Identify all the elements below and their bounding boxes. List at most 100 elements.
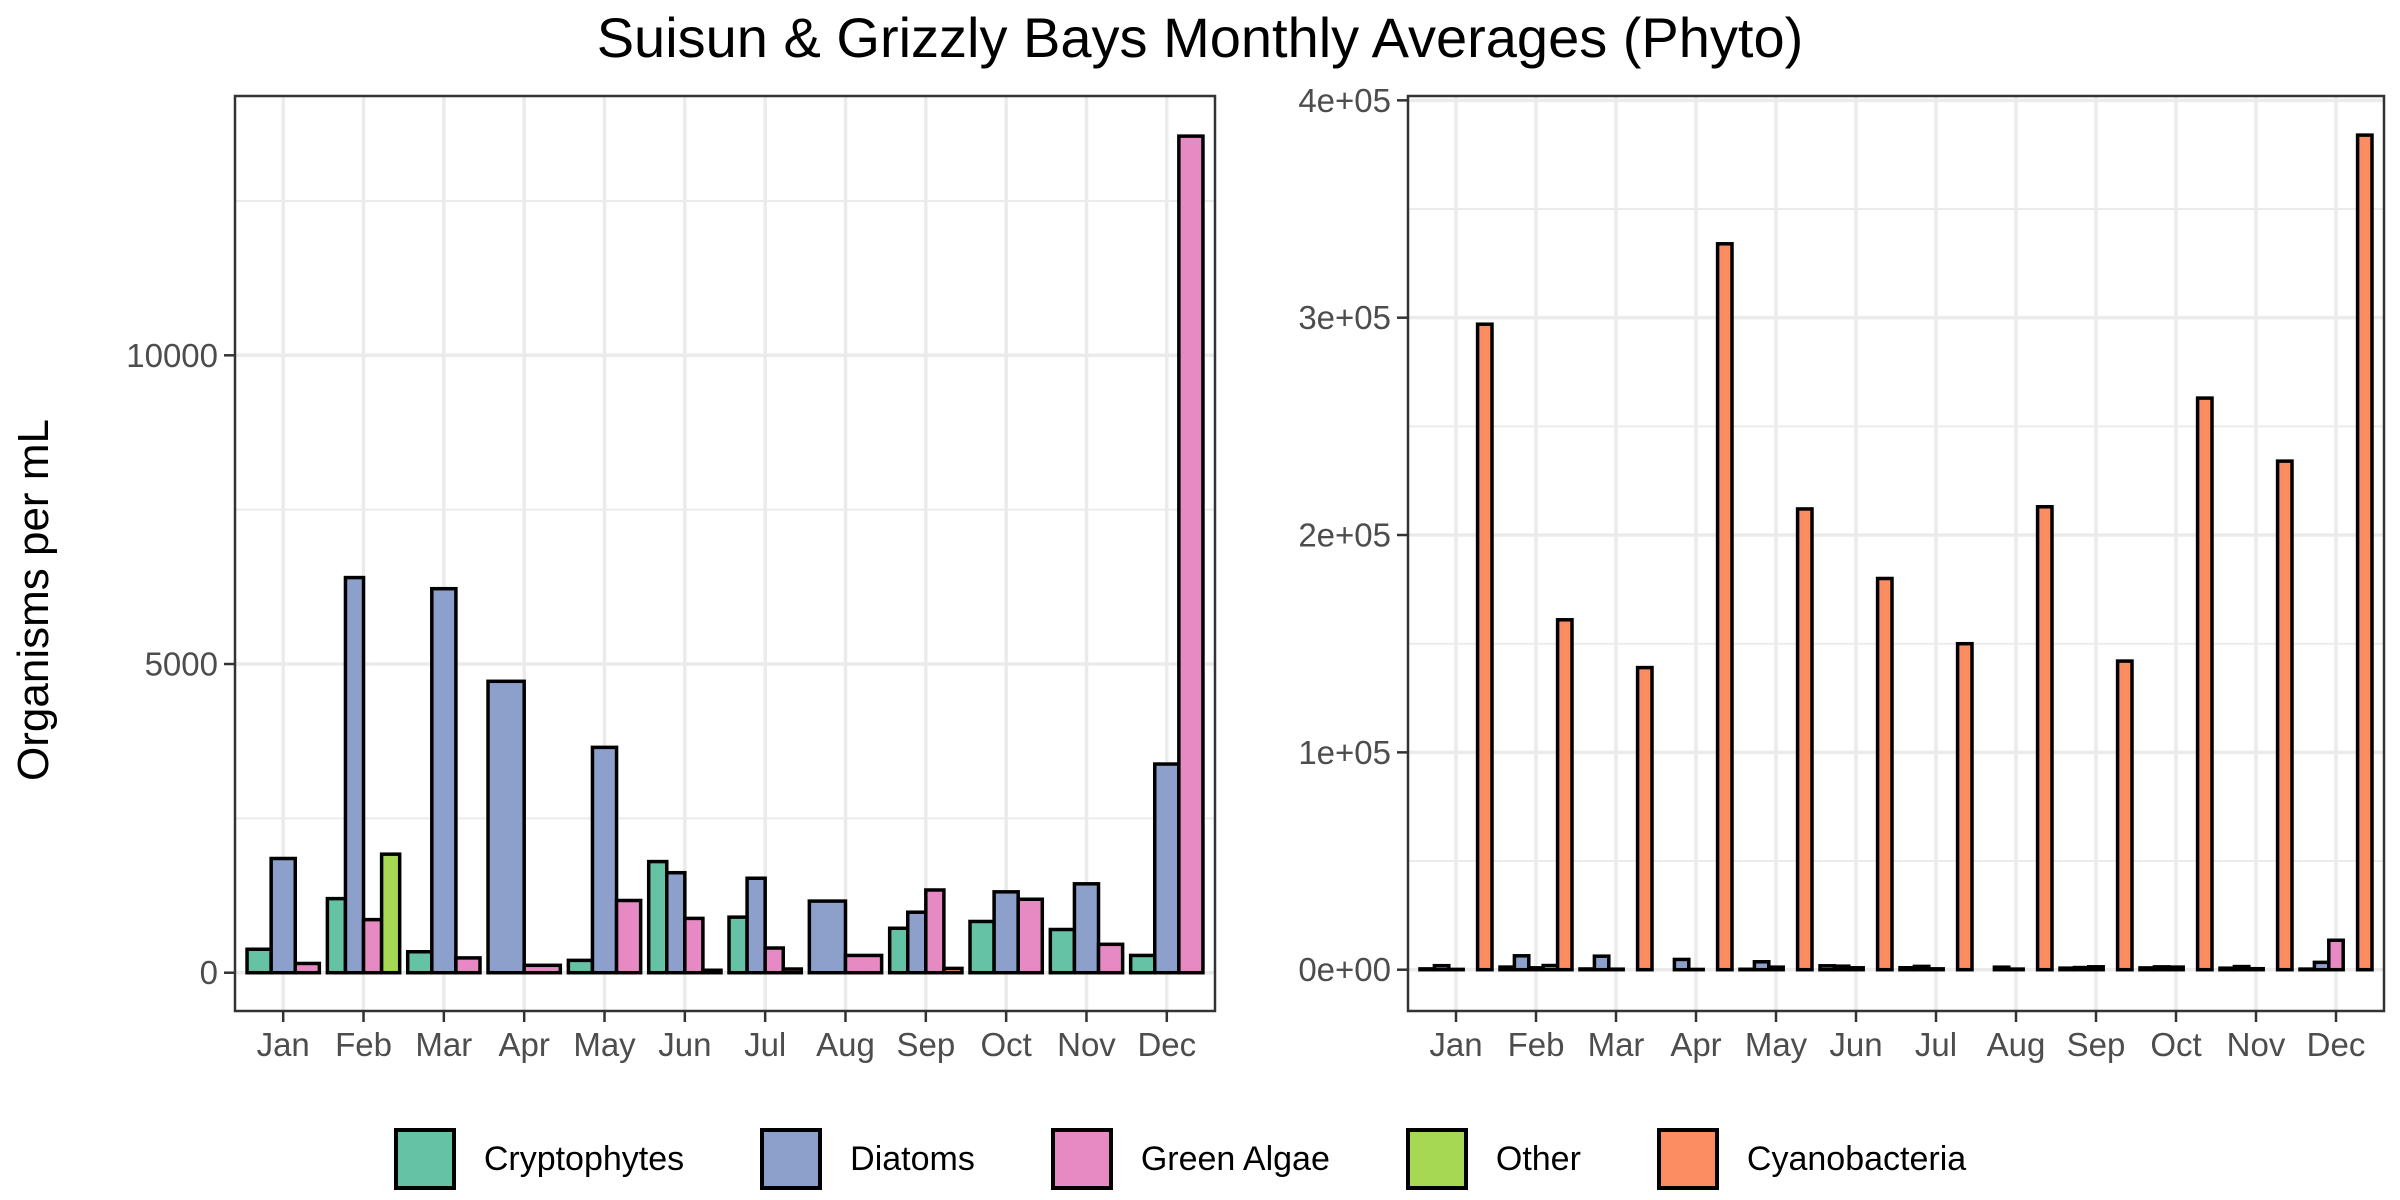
bar-green-algae-nov [1096,942,1125,975]
bar-cryptophytes-jul [1898,965,1917,972]
bar-green-algae-dec [2327,938,2345,972]
bar-diatoms-feb [1512,954,1531,972]
x-tick-label: May [573,1026,636,1063]
bar-diatoms-may [590,745,619,975]
bar-cyanobacteria-sep [942,966,964,975]
bar-other-feb [1541,963,1560,972]
x-tick-label: Sep [2067,1026,2126,1063]
legend-swatch [1656,1128,1719,1190]
y-tick-label: 10000 [126,337,218,374]
bar-diatoms-mar [1592,954,1611,972]
y-tick-label: 1e+05 [1298,734,1391,771]
bar-green-algae-aug [843,953,884,975]
bar-cryptophytes-jan [245,947,273,975]
x-tick-label: May [1745,1026,1808,1063]
x-tick-label: Mar [1588,1026,1645,1063]
x-tick-label: Aug [1987,1026,2046,1063]
bar-cryptophytes-jan [1418,967,1437,972]
bar-cryptophytes-nov [1048,927,1077,975]
bar-cyanobacteria-jan [1475,322,1494,972]
legend-swatch [760,1128,823,1190]
bar-cyanobacteria-jun [1875,576,1894,972]
bar-diatoms-aug [807,899,848,975]
x-tick-label: Oct [2150,1026,2201,1063]
bar-cyanobacteria-jul [781,967,804,975]
bar-cryptophytes-mar [405,949,434,975]
bar-green-algae-jun [683,916,705,975]
x-tick-label: Jun [1829,1026,1882,1063]
bar-cyanobacteria-aug [2035,505,2054,972]
bar-diatoms-aug [1992,965,2011,972]
x-tick-label: Jul [1915,1026,1957,1063]
legend-item-other: Other [1405,1128,1621,1190]
bar-green-algae-jul [763,946,785,975]
bar-green-algae-feb [361,917,384,975]
bar-diatoms-sep [2072,965,2091,972]
bar-diatoms-jul [745,876,767,975]
bar-cryptophytes-sep [887,926,910,975]
bar-cyanobacteria-nov [2275,459,2294,972]
y-tick-label: 5000 [145,646,218,683]
bar-cyanobacteria-feb [1555,618,1574,972]
legend-label: Diatoms [850,1139,975,1178]
bar-green-algae-feb [1527,966,1545,972]
x-tick-label: Sep [896,1026,955,1063]
legend-label: Green Algae [1140,1139,1330,1178]
bar-diatoms-oct [992,890,1020,975]
legend-swatch [1405,1128,1468,1190]
legend-swatch [1050,1128,1113,1190]
bar-cyanobacteria-apr [1715,242,1734,972]
bar-diatoms-sep [905,910,928,975]
bar-diatoms-jan [1432,963,1451,972]
bar-cryptophytes-dec [2298,967,2317,972]
x-tick-label: Dec [1137,1026,1196,1063]
x-tick-label: Mar [415,1026,472,1063]
bar-cryptophytes-nov [2218,966,2237,972]
bar-cyanobacteria-oct [2195,396,2214,972]
bar-diatoms-apr [1672,957,1691,972]
bar-green-algae-sep [2087,965,2105,972]
bar-green-algae-nov [2247,966,2265,972]
x-tick-label: Jun [658,1026,711,1063]
chart-title: Suisun & Grizzly Bays Monthly Averages (… [596,6,1804,69]
panel-right: 0e+00 1e+05 2e+05 3e+05 4e+05 Jan Feb Mar Apr May… [1298,82,2386,1063]
x-tick-label: Feb [1508,1026,1565,1063]
bar-diatoms-nov [2232,964,2251,972]
bar-diatoms-jun [1832,964,1851,972]
legend-item-cyanobacteria: Cyanobacteria [1656,1128,2006,1190]
bar-diatoms-jan [269,856,297,975]
legend-item-cryptophytes: Cryptophytes [393,1128,724,1190]
bar-cyanobacteria-may [1795,507,1814,972]
bar-cryptophytes-feb [325,896,348,975]
bar-green-algae-may [1767,965,1785,972]
x-tick-label: Jan [257,1026,310,1063]
bar-cryptophytes-sep [2058,966,2077,972]
bar-diatoms-may [1752,960,1771,972]
bar-green-algae-apr [522,963,563,975]
bar-green-algae-jun [1847,966,1865,972]
bar-cyanobacteria-jul [1955,641,1974,972]
legend-label: Other [1495,1139,1581,1178]
bar-diatoms-jul [1912,964,1931,972]
bar-green-algae-may [614,898,643,975]
bar-cryptophytes-feb [1498,965,1517,972]
bar-green-algae-dec [1177,134,1205,975]
bar-green-algae-mar [454,956,482,975]
x-tick-label: Apr [1670,1026,1721,1063]
bar-cryptophytes-jul [727,915,749,975]
bar-green-algae-mar [1607,967,1625,972]
legend-item-green-algae: Green Algae [1050,1128,1370,1190]
x-tick-label: Aug [816,1026,875,1063]
x-tick-label: Jul [744,1026,786,1063]
x-tick-label: Dec [2307,1026,2366,1063]
bar-cryptophytes-may [566,958,595,975]
bar-cryptophytes-oct [2138,966,2157,972]
bar-green-algae-oct [1016,897,1045,975]
x-tick-label: Nov [1057,1026,1116,1063]
y-tick-label: 0e+00 [1298,951,1391,988]
bar-diatoms-apr [486,679,526,975]
bar-cryptophytes-jun [1818,964,1837,972]
bar-cyanobacteria-sep [2115,659,2134,972]
bar-other-feb [379,852,402,975]
x-tick-label: Feb [335,1026,392,1063]
